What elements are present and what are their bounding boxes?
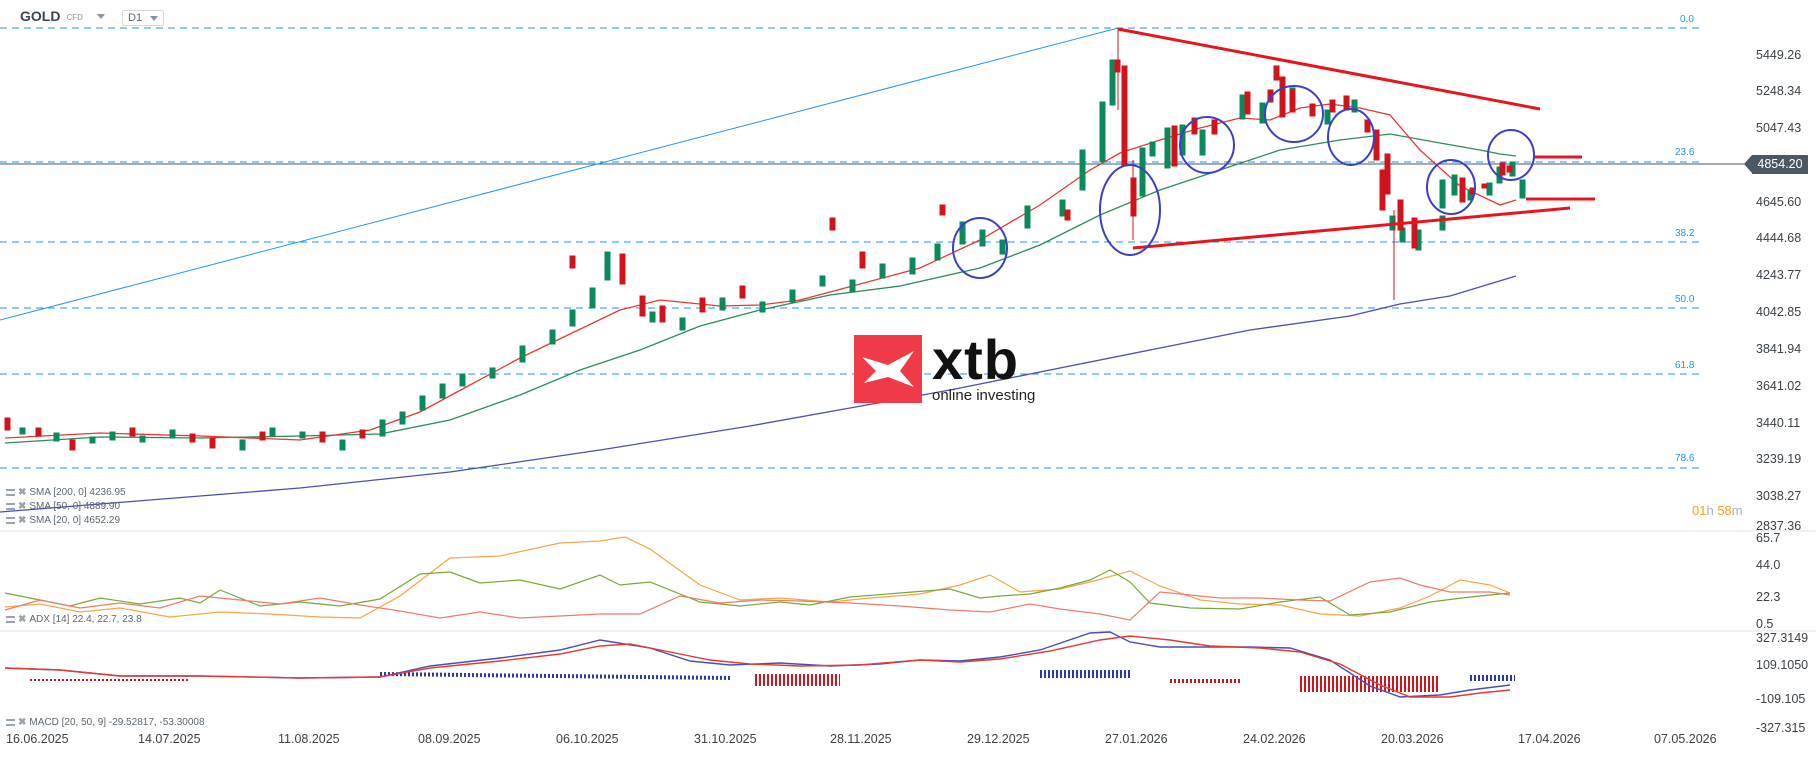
settings-icon[interactable] [6, 489, 15, 496]
price-axis-label: 3038.27 [1756, 489, 1802, 503]
macd-axis-label: 109.1050 [1756, 658, 1809, 672]
date-axis-label: 17.04.2026 [1518, 732, 1581, 746]
sma50-line [4, 133, 1517, 444]
settings-icon[interactable] [6, 616, 15, 623]
adx-axis-label: 22.3 [1756, 590, 1781, 604]
close-icon[interactable]: ✖ [18, 717, 27, 728]
price-axis-label: 3841.94 [1756, 342, 1802, 356]
settings-icon[interactable] [6, 517, 15, 524]
date-axis-label: 16.06.2025 [6, 732, 69, 746]
fib-label-61-8: 61.8 [1675, 360, 1695, 371]
price-axis-label: 3641.02 [1756, 379, 1802, 393]
macd-histogram [30, 670, 1515, 692]
date-axis-label: 08.09.2025 [418, 732, 481, 746]
fib-label-38-2: 38.2 [1675, 228, 1695, 239]
fib-label-23-6: 23.6 [1675, 147, 1695, 158]
adx-axis-label: 0.5 [1756, 617, 1774, 631]
legend-adx[interactable]: ✖ ADX [14] 22.4, 22.7, 23.8 [6, 614, 142, 625]
adx-axis-label: 44.0 [1756, 558, 1781, 572]
macd-axis-label: -327.315 [1756, 721, 1806, 735]
chevron-down-icon [150, 16, 158, 21]
fib-label-50: 50.0 [1675, 294, 1695, 305]
price-axis-label: 3440.11 [1756, 416, 1801, 430]
price-axis-label: 5047.43 [1756, 121, 1802, 135]
date-axis-label: 14.07.2025 [138, 732, 201, 746]
chevron-down-icon[interactable] [96, 13, 105, 19]
candle-countdown: 01h 58m [1692, 503, 1743, 518]
macd-axis-label: 327.3149 [1756, 631, 1809, 645]
macd-axis-label: -109.105 [1756, 692, 1806, 706]
close-icon[interactable]: ✖ [18, 487, 27, 498]
price-axis-label: 4243.77 [1756, 268, 1802, 282]
xtb-logo-icon [854, 335, 922, 403]
instrument-type: CFD [66, 13, 83, 22]
settings-icon[interactable] [6, 719, 15, 726]
fib-label-0: 0.0 [1680, 14, 1694, 25]
adx-green-line [4, 569, 1511, 616]
close-icon[interactable]: ✖ [18, 515, 27, 526]
date-axis-label: 27.01.2026 [1105, 732, 1168, 746]
sma20-line [4, 103, 1517, 441]
macd-red-line [4, 635, 1511, 698]
close-icon[interactable]: ✖ [18, 614, 27, 625]
legend-sma200[interactable]: ✖ SMA [200, 0] 4236.95 [6, 487, 126, 498]
legend-sma20[interactable]: ✖ SMA [20, 0] 4652.29 [6, 515, 120, 526]
date-axis-label: 28.11.2025 [830, 732, 892, 746]
sma200-line [0, 275, 1517, 513]
fibonacci-levels [0, 27, 1700, 469]
current-price-badge: 4854.20 [1744, 155, 1808, 174]
highlight-circles [952, 85, 1535, 279]
price-axis-label: 4645.60 [1756, 195, 1802, 209]
date-axis-label: 07.05.2026 [1654, 732, 1717, 746]
adx-axis-label: 65.7 [1756, 531, 1781, 545]
date-axis-label: 06.10.2025 [556, 732, 619, 746]
date-axis-label: 29.12.2025 [967, 732, 1030, 746]
symbol-name: GOLD [20, 8, 61, 24]
legend-sma50[interactable]: ✖ SMA [50, 0] 4889.90 [6, 501, 120, 512]
adx-red-line [4, 577, 1511, 621]
trendlines [1117, 27, 1595, 250]
timeframe-value: D1 [128, 12, 143, 24]
date-axis-label: 31.10.2025 [694, 732, 757, 746]
price-axis-label: 2837.36 [1756, 519, 1802, 533]
settings-icon[interactable] [6, 503, 15, 510]
fib-trend-line [0, 27, 1119, 321]
price-axis-label: 5248.34 [1756, 84, 1802, 98]
symbol-selector[interactable]: GOLD CFD [20, 8, 105, 24]
brand-name: xtb [932, 328, 1019, 391]
brand-tagline: online investing [932, 387, 1036, 404]
price-axis-label: 3239.19 [1756, 452, 1802, 466]
timeframe-dropdown[interactable]: D1 [122, 10, 164, 26]
fib-label-78-6: 78.6 [1675, 453, 1695, 464]
price-axis-label: 4042.85 [1756, 305, 1802, 319]
close-icon[interactable]: ✖ [18, 501, 27, 512]
legend-macd[interactable]: ✖ MACD [20, 50, 9] -29.52817, -53.30008 [6, 717, 205, 728]
date-axis-label: 24.02.2026 [1243, 732, 1306, 746]
candlesticks [4, 28, 1526, 451]
xtb-watermark: xtb online investing [854, 328, 1036, 404]
date-axis-label: 20.03.2026 [1381, 732, 1444, 746]
price-axis-label: 5449.26 [1756, 48, 1802, 62]
adx-orange-line [4, 536, 1511, 619]
price-axis-label: 4444.68 [1756, 231, 1802, 245]
date-axis-label: 11.08.2025 [278, 732, 340, 746]
